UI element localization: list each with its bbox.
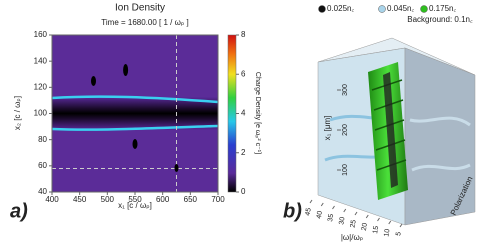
x-tick-label: 400 [45,195,59,204]
colorbar-tick-label: 0 [241,187,246,196]
heatmap [51,35,219,192]
x-tick-label: 700 [211,195,225,204]
legend-label: 0.045n꜀ [387,4,414,13]
x-tick [377,217,380,222]
x-tick [320,202,324,207]
x-tick [309,199,313,204]
x-tick-label: 650 [184,195,198,204]
legend-marker [318,5,326,13]
colorbar-label: Charge Density [e ωₚ² c⁻¹] [254,72,261,154]
x-tick-label: 30 [338,216,346,225]
x-tick-label: 450 [73,195,87,204]
legend-marker [378,5,386,13]
x-tick-label: 10 [383,228,391,237]
x-tick-label: 600 [156,195,170,204]
y-label: x₁ [μm] [323,116,332,141]
x-tick-label: 550 [128,195,142,204]
x-tick-label: 45 [305,207,313,216]
volume-render [317,37,476,226]
colorbar-tick-label: 2 [241,148,246,157]
y-tick-label: 60 [38,161,47,170]
y-tick-label: 300 [342,84,349,96]
x-tick-label: 5 [395,231,403,236]
colorbar-tick-label: 4 [241,109,246,118]
x-tick [365,214,369,219]
x-tick-label: 35 [327,213,335,222]
x-tick-label: 40 [316,210,324,219]
y-tick-label: 100 [342,164,349,176]
chart-title: Ion Density [115,3,165,14]
y-tick-label: 140 [34,56,48,65]
legend-label: 0.175n꜀ [429,4,456,13]
colorbar-tick-label: 8 [241,30,246,39]
x-tick [399,223,403,228]
colorbar-tick-label: 6 [241,69,246,78]
y-tick-label: 120 [34,82,48,91]
x-tick-label: 15 [372,225,380,234]
legend-marker [420,5,428,13]
y-tick-label: 40 [38,187,47,196]
legend-label: 0.025n꜀ [327,4,354,13]
x-tick [343,208,347,213]
x-tick [388,220,392,225]
x-label: x₁ [c / ωₚ] [118,201,152,210]
y-tick-label: 200 [342,124,349,136]
x-label: |ω|/ωₚ [341,233,363,242]
panel-label: b) [283,200,302,222]
x-tick-label: 25 [350,219,358,228]
y-label: x₂ [c / ωₚ] [13,96,22,130]
panel-label: a) [10,200,28,222]
colorbar [227,34,237,193]
annotation: Background: 0.1n꜀ [407,15,473,24]
x-tick-label: 20 [361,222,369,231]
x-tick-label: 500 [101,195,115,204]
y-tick-label: 80 [38,135,47,144]
y-tick-label: 100 [34,109,48,118]
subtitle: Time = 1680.00 [ 1 / ωₚ ] [101,18,188,27]
x-tick [332,205,335,210]
x-tick [354,211,358,216]
y-tick-label: 160 [34,30,48,39]
